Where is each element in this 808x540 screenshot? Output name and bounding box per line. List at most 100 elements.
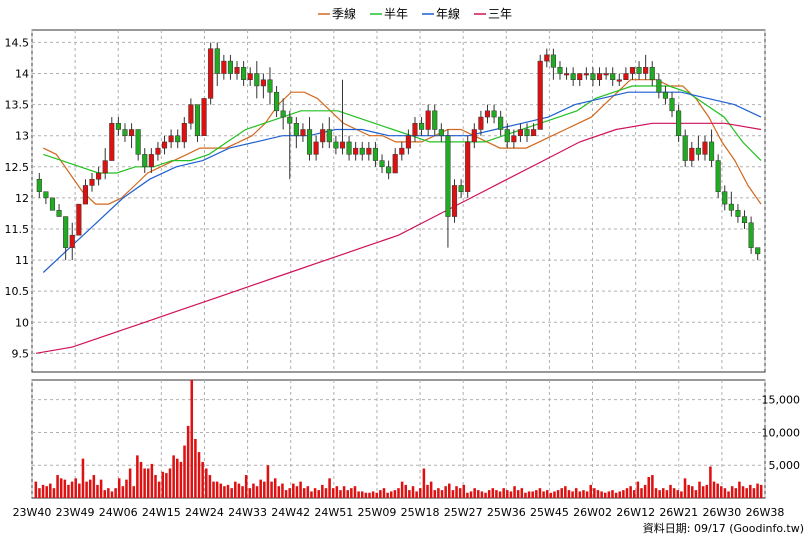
volume-bar bbox=[632, 490, 636, 498]
candle-body bbox=[102, 160, 108, 174]
volume-bar bbox=[41, 484, 45, 498]
volume-bar bbox=[360, 491, 364, 498]
candle-body bbox=[372, 147, 378, 161]
candle-body bbox=[161, 141, 168, 149]
volume-bar bbox=[495, 490, 498, 498]
candle-body bbox=[135, 129, 141, 155]
candle-body bbox=[748, 222, 754, 248]
volume-bar bbox=[640, 488, 643, 498]
price-y-tick-label: 10.5 bbox=[5, 285, 30, 298]
candle-body bbox=[498, 116, 504, 130]
volume-bar bbox=[248, 488, 252, 498]
volume-bar bbox=[96, 484, 99, 498]
candle-body bbox=[267, 79, 273, 93]
candle-body bbox=[241, 67, 247, 80]
candle-body bbox=[610, 73, 616, 80]
volume-bar bbox=[400, 481, 404, 498]
volume-bar bbox=[117, 478, 121, 498]
x-tick-label: 24W06 bbox=[99, 506, 138, 519]
volume-bar bbox=[197, 452, 201, 498]
candle-body bbox=[412, 123, 418, 136]
volume-bar bbox=[339, 490, 342, 498]
footer-source: 資料日期: 09/17 (Goodinfo.tw) bbox=[643, 521, 804, 535]
volume-bar bbox=[600, 491, 603, 498]
volume-bar bbox=[266, 465, 270, 498]
candle-body bbox=[63, 216, 69, 248]
volume-bar bbox=[466, 492, 469, 498]
volume-bar bbox=[284, 490, 288, 498]
volume-bar bbox=[288, 488, 291, 498]
volume-bar bbox=[462, 484, 466, 498]
volume-bar bbox=[244, 475, 248, 498]
volume-bar bbox=[411, 486, 415, 498]
candle-body bbox=[682, 135, 688, 161]
volume-bar bbox=[614, 492, 618, 498]
volume-bar bbox=[404, 484, 408, 498]
volume-bar bbox=[618, 491, 622, 498]
candle-body bbox=[181, 123, 187, 143]
x-tick-label: 26W30 bbox=[702, 506, 741, 519]
candle-body bbox=[129, 129, 135, 136]
volume-bar bbox=[727, 491, 730, 498]
x-tick-label: 26W21 bbox=[659, 506, 698, 519]
volume-bar bbox=[672, 488, 676, 498]
volume-bar bbox=[477, 490, 480, 498]
volume-bar bbox=[165, 473, 168, 498]
candle-body bbox=[557, 67, 563, 74]
candle-body bbox=[676, 110, 682, 136]
candle-body bbox=[399, 147, 405, 155]
volume-bar bbox=[712, 481, 716, 498]
volume-bar bbox=[45, 486, 48, 498]
candle-body bbox=[656, 79, 662, 93]
volume-bar bbox=[506, 490, 509, 498]
volume-bar bbox=[567, 490, 571, 498]
price-y-tick-label: 10 bbox=[15, 316, 29, 329]
volume-bar bbox=[328, 478, 331, 498]
volume-bar bbox=[234, 481, 237, 498]
volume-bar bbox=[553, 491, 556, 498]
volume-bar bbox=[487, 490, 491, 498]
volume-bar bbox=[651, 475, 654, 498]
volume-bar bbox=[524, 492, 527, 498]
candle-body bbox=[432, 110, 438, 130]
volume-bar bbox=[306, 486, 310, 498]
volume-bar bbox=[582, 490, 585, 498]
volume-bar bbox=[263, 481, 266, 498]
volume-bar bbox=[85, 481, 88, 498]
volume-bar bbox=[571, 491, 574, 498]
price-panel: 9.5 10 10.5 11 11.5 12 12.5 13 13.5 14 14.5 bbox=[5, 29, 766, 373]
x-tick-label: 26W38 bbox=[746, 506, 785, 519]
volume-bar bbox=[658, 490, 661, 498]
candle-body bbox=[386, 166, 392, 174]
volume-bar bbox=[335, 486, 339, 498]
volume-bar bbox=[636, 481, 640, 498]
candle-body bbox=[227, 60, 233, 74]
volume-bar bbox=[386, 492, 389, 498]
volume-bar bbox=[661, 488, 665, 498]
volume-bar bbox=[716, 483, 719, 498]
volume-bar bbox=[226, 484, 230, 498]
volume-bar bbox=[440, 490, 444, 498]
volume-bar bbox=[357, 491, 360, 498]
volume-bar bbox=[422, 468, 426, 498]
volume-bar bbox=[759, 484, 763, 498]
volume-bar bbox=[99, 479, 103, 498]
volume-bar bbox=[429, 481, 433, 498]
volume-bar bbox=[556, 490, 560, 498]
candle-body bbox=[596, 73, 603, 80]
price-y-tick-label: 14.5 bbox=[5, 36, 30, 49]
volume-bar bbox=[676, 490, 680, 498]
candle-body bbox=[339, 141, 346, 149]
volume-bar bbox=[698, 481, 701, 498]
ma-line bbox=[35, 122, 762, 354]
candle-body bbox=[735, 210, 741, 217]
volume-bar bbox=[132, 486, 136, 498]
volume-bar bbox=[691, 486, 694, 498]
volume-bar bbox=[542, 491, 545, 498]
candle-body bbox=[148, 154, 154, 168]
volume-bar bbox=[208, 475, 212, 498]
x-tick-label: 23W40 bbox=[13, 506, 52, 519]
legend-label: 三年 bbox=[488, 7, 512, 21]
volume-bar bbox=[364, 492, 368, 498]
volume-bar bbox=[186, 425, 190, 498]
